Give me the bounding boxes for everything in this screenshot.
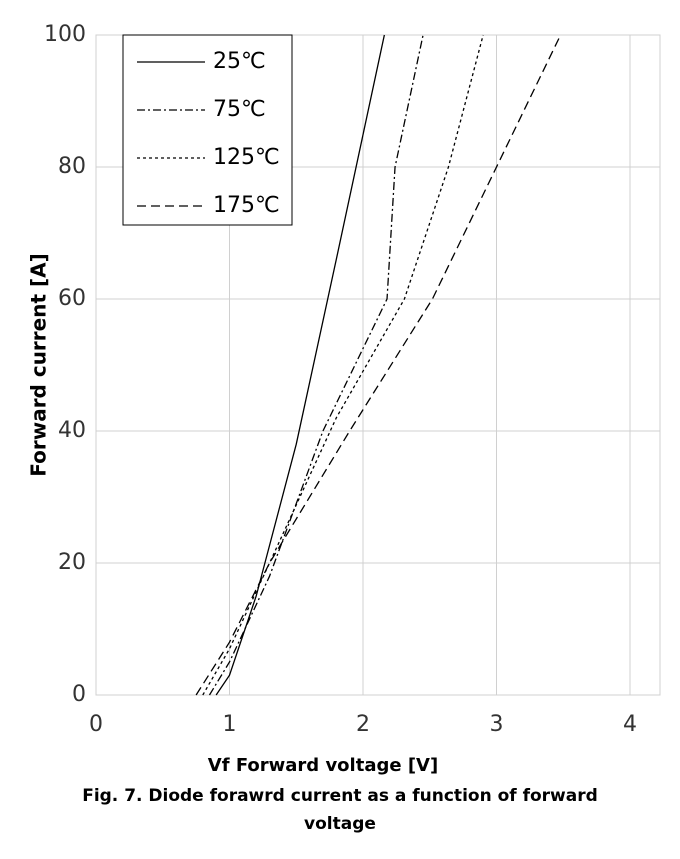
y-tick-label: 60 (58, 286, 86, 311)
x-axis-label: Vf Forward voltage [V] (208, 755, 438, 776)
series-line (202, 34, 484, 696)
y-axis-label: Forward current [A] (27, 253, 51, 476)
chart: Forward current [A] Vf Forward voltage [… (0, 0, 680, 780)
legend-label: 175℃ (213, 193, 280, 218)
series-line (215, 34, 385, 696)
x-tick-label: 0 (89, 712, 103, 737)
background (0, 0, 680, 780)
y-tick-label: 20 (58, 550, 86, 575)
y-tick-label: 80 (58, 154, 86, 179)
legend-label: 125℃ (213, 145, 280, 170)
x-tick-label: 4 (623, 712, 637, 737)
x-tick-label: 3 (490, 712, 504, 737)
caption: Fig. 7. Diode forawrd current as a funct… (82, 786, 598, 834)
legend-label: 25℃ (213, 49, 266, 74)
series-line (208, 34, 424, 696)
y-tick-label: 100 (44, 22, 86, 47)
legend-box (122, 34, 293, 226)
series-line (195, 34, 562, 696)
y-tick-label: 0 (72, 682, 86, 707)
x-tick-label: 2 (356, 712, 370, 737)
y-tick-label: 40 (58, 418, 86, 443)
x-tick-label: 1 (223, 712, 237, 737)
legend-label: 75℃ (213, 97, 266, 122)
